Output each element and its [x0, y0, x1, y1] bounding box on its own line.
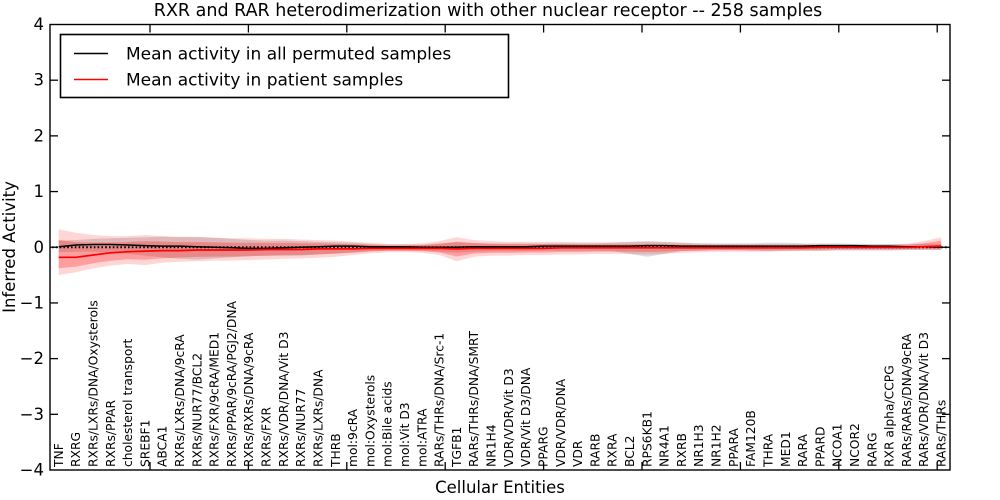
- x-tick-label: cholesterol transport: [121, 339, 135, 467]
- x-tick-label: RXRs/PPAR: [104, 399, 118, 467]
- x-tick-label: VDR: [571, 440, 585, 467]
- x-tick-label: RARG: [865, 432, 879, 467]
- x-tick-label: RARA: [796, 433, 810, 467]
- y-tick-labels: 4 3 2 1 0 −1 −2 −3 −4: [20, 15, 44, 480]
- y-tick-label: 1: [34, 182, 45, 201]
- y-tick-label: −3: [20, 405, 44, 424]
- patient-mean-line: [58, 245, 942, 259]
- x-tick-label: RXR alpha/CCPG: [883, 365, 897, 467]
- y-tick-label: 2: [34, 126, 45, 145]
- x-tick-label: RARB: [588, 434, 602, 467]
- x-tick-label: RXRs/VDR/DNA/Vit D3: [277, 332, 291, 467]
- x-tick-label: RXRs/PPAR/9cRA/PGJ2/DNA: [225, 300, 239, 467]
- x-tick-label: PPARD: [813, 427, 827, 467]
- x-tick-label: mol:9cRA: [346, 408, 360, 467]
- x-tick-label: RXRA: [606, 433, 620, 467]
- y-tick-label: 3: [34, 71, 45, 90]
- x-tick-label: RXRB: [675, 433, 689, 467]
- x-tick-label: NR1H3: [692, 424, 706, 467]
- x-tick-label: PPARA: [727, 427, 741, 467]
- legend-box: [59, 33, 510, 99]
- x-tick-label: NCOR2: [848, 423, 862, 467]
- tick-marks: [50, 24, 950, 470]
- x-tick-label: TNF: [52, 443, 66, 468]
- y-tick-label: −1: [20, 293, 44, 312]
- permuted-mean-line: [58, 243, 942, 250]
- x-tick-label: mol:Vit D3: [398, 402, 412, 467]
- x-tick-label: mol:Oxysterols: [363, 375, 377, 467]
- patient-std-band-outer: [58, 229, 942, 276]
- x-tick-label: VDR/VDR/DNA: [554, 378, 568, 467]
- mean-lines: [58, 243, 942, 259]
- y-tick-label: 0: [34, 238, 45, 257]
- x-tick-label: TGFB1: [450, 427, 464, 468]
- x-tick-label: RARs/VDR/DNA/Vit D3: [917, 332, 931, 467]
- x-axis-label: Cellular Entities: [435, 478, 565, 497]
- x-tick-label: NCOA1: [831, 424, 845, 467]
- x-tick-label: NR1H2: [710, 424, 724, 467]
- x-tick-label: MED1: [779, 431, 793, 467]
- x-tick-label: RXRs/NUR77: [294, 389, 308, 467]
- x-tick-label: RARs/THRs/DNA/Src-1: [433, 333, 447, 467]
- x-tick-label: ABCA1: [156, 426, 170, 467]
- x-tick-label: PPARG: [536, 426, 550, 467]
- legend-permuted-label: Mean activity in all permuted samples: [126, 45, 451, 65]
- x-tick-label: NR1H4: [485, 424, 499, 467]
- legend-patient-label: Mean activity in patient samples: [126, 71, 403, 91]
- x-tick-label: RPS6KB1: [640, 411, 654, 467]
- x-tick-label: RXRs/RXRs/DNA/9cRA: [242, 332, 256, 467]
- x-tick-label: RXRs/LXRs/DNA/Oxysterols: [86, 300, 100, 467]
- x-tick-label: VDR/VDR/Vit D3: [502, 368, 516, 467]
- x-tick-label: RXRG: [69, 432, 83, 467]
- chart-title: RXR and RAR heterodimerization with othe…: [154, 1, 822, 21]
- x-tick-label: RXRs/LXRs/DNA/9cRA: [173, 334, 187, 467]
- x-tick-label: BCL2: [623, 436, 637, 467]
- x-tick-label: RARs/RARs/DNA/9cRA: [900, 333, 914, 467]
- x-tick-label: SREBF1: [138, 420, 152, 467]
- x-tick-label: RXRs/LXRs/DNA: [311, 369, 325, 467]
- x-tick-label: NR4A1: [658, 425, 672, 467]
- x-tick-label: RXRs/FXR/9cRA/MED1: [208, 332, 222, 467]
- x-tick-label: mol:ATRA: [415, 408, 429, 467]
- y-axis-label: Inferred Activity: [0, 181, 19, 313]
- y-tick-label: −4: [20, 461, 44, 480]
- legend: Mean activity in all permuted samples Me…: [59, 33, 510, 99]
- x-tick-labels: TNF RXRG RXRs/LXRs/DNA/Oxysterols RXRs/PPAR…: [52, 300, 949, 468]
- x-tick-label: FAM120B: [744, 410, 758, 467]
- x-tick-label: RARs/THRs/DNA/SMRT: [467, 330, 481, 467]
- y-tick-label: −2: [20, 349, 44, 368]
- x-tick-label: RXRs/FXR: [260, 406, 274, 467]
- x-tick-label: THRB: [329, 433, 343, 468]
- x-tick-label: mol:Bile acids: [381, 381, 395, 467]
- x-tick-label: RARs/THRs: [935, 400, 949, 467]
- x-tick-label: RXRs/NUR77/BCL2: [190, 353, 204, 467]
- y-tick-label: 4: [34, 15, 45, 34]
- x-tick-label: THRA: [761, 433, 775, 468]
- x-tick-label: VDR/Vit D3/DNA: [519, 367, 533, 467]
